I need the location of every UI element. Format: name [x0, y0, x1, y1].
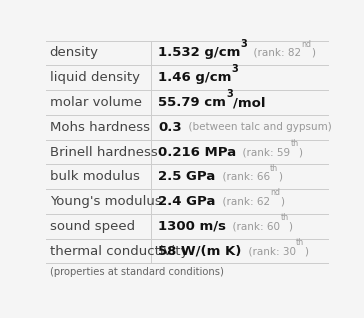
Text: Young's modulus: Young's modulus: [50, 195, 162, 208]
Text: (properties at standard conditions): (properties at standard conditions): [50, 267, 223, 277]
Text: 3: 3: [241, 39, 248, 49]
Text: ): ): [304, 246, 308, 256]
Text: Mohs hardness: Mohs hardness: [50, 121, 150, 134]
Text: ): ): [278, 172, 282, 182]
Text: ): ): [288, 221, 292, 231]
Text: ): ): [312, 48, 316, 58]
Text: /mol: /mol: [233, 96, 265, 109]
Text: th: th: [280, 213, 288, 222]
Text: 0.3: 0.3: [158, 121, 182, 134]
Text: th: th: [296, 238, 304, 247]
Text: bulk modulus: bulk modulus: [50, 170, 140, 183]
Text: th: th: [270, 164, 278, 173]
Text: 3: 3: [226, 89, 233, 99]
Text: liquid density: liquid density: [50, 71, 140, 84]
Text: (rank: 66: (rank: 66: [215, 172, 270, 182]
Text: 1.46 g/cm: 1.46 g/cm: [158, 71, 232, 84]
Text: th: th: [290, 139, 299, 148]
Text: (between talc and gypsum): (between talc and gypsum): [182, 122, 332, 132]
Text: 3: 3: [232, 64, 238, 74]
Text: molar volume: molar volume: [50, 96, 142, 109]
Text: sound speed: sound speed: [50, 220, 135, 233]
Text: (rank: 82: (rank: 82: [248, 48, 302, 58]
Text: 55.79 cm: 55.79 cm: [158, 96, 226, 109]
Text: density: density: [50, 46, 99, 59]
Text: Brinell hardness: Brinell hardness: [50, 146, 158, 158]
Text: nd: nd: [270, 188, 280, 197]
Text: 2.5 GPa: 2.5 GPa: [158, 170, 215, 183]
Text: 2.4 GPa: 2.4 GPa: [158, 195, 216, 208]
Text: nd: nd: [302, 40, 312, 49]
Text: (rank: 62: (rank: 62: [216, 197, 270, 206]
Text: (rank: 30: (rank: 30: [242, 246, 296, 256]
Text: ): ): [299, 147, 303, 157]
Text: ): ): [280, 197, 284, 206]
Text: (rank: 59: (rank: 59: [237, 147, 290, 157]
Text: thermal conductivity: thermal conductivity: [50, 245, 188, 258]
Text: 1.532 g/cm: 1.532 g/cm: [158, 46, 241, 59]
Text: 58 W/(m K): 58 W/(m K): [158, 245, 242, 258]
Text: (rank: 60: (rank: 60: [226, 221, 280, 231]
Text: 0.216 MPa: 0.216 MPa: [158, 146, 237, 158]
Text: 1300 m/s: 1300 m/s: [158, 220, 226, 233]
